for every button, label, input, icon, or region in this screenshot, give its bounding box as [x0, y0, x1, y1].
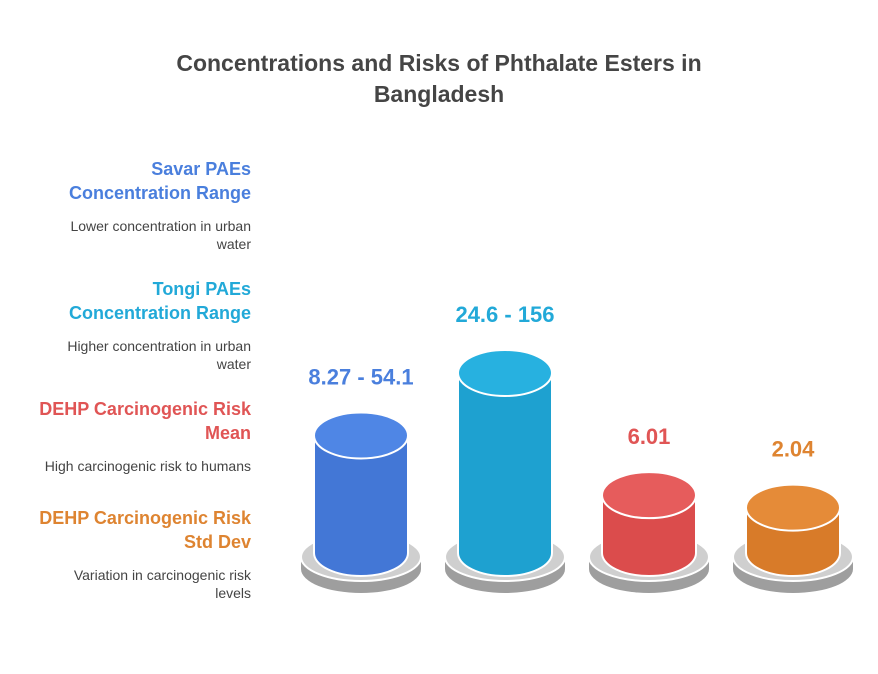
legend-heading-dehp-std-line-1: DEHP Carcinogenic Risk	[39, 508, 251, 528]
legend-item-savar: Savar PAEs Concentration Range Lower con…	[0, 157, 251, 253]
bar-1: 8.27 - 54.1	[300, 364, 422, 593]
bar-4: 2.04	[732, 437, 854, 593]
chart-title: Concentrations and Risks of Phthalate Es…	[0, 48, 878, 110]
bar-2-value-label: 24.6 - 156	[455, 302, 554, 327]
legend-heading-dehp-std: DEHP Carcinogenic Risk Std Dev	[0, 506, 251, 554]
bar-3-value-label: 6.01	[628, 424, 671, 449]
bar-2-top	[457, 349, 553, 397]
legend-heading-dehp-mean: DEHP Carcinogenic Risk Mean	[0, 397, 251, 445]
legend-desc-tongi: Higher concentration in urban water	[0, 337, 251, 373]
legend-desc-dehp-std-line-1: Variation in carcinogenic risk	[73, 567, 251, 583]
legend-desc-savar-line-2: water	[216, 236, 251, 252]
legend-heading-tongi-line-2: Concentration Range	[68, 303, 251, 323]
legend-heading-savar-line-1: Savar PAEs	[151, 159, 251, 179]
legend-desc-tongi-line-2: water	[216, 356, 251, 372]
legend-heading-tongi-line-1: Tongi PAEs	[152, 279, 251, 299]
legend-heading-dehp-std-line-2: Std Dev	[183, 532, 251, 552]
bar-1-value-label: 8.27 - 54.1	[308, 364, 413, 389]
legend-heading-dehp-mean-line-1: DEHP Carcinogenic Risk	[39, 399, 251, 419]
legend-heading-savar: Savar PAEs Concentration Range	[0, 157, 251, 205]
bar-1-top	[313, 411, 409, 460]
bar-4-value-label: 2.04	[772, 437, 816, 462]
legend-desc-dehp-std-line-2: levels	[215, 585, 251, 601]
legend-desc-dehp-mean-line-1: High carcinogenic risk to humans	[44, 458, 251, 474]
legend-desc-savar: Lower concentration in urban water	[0, 217, 251, 253]
legend-heading-savar-line-2: Concentration Range	[68, 183, 251, 203]
legend-item-dehp-mean: DEHP Carcinogenic Risk Mean High carcino…	[0, 397, 251, 475]
bar-2: 24.6 - 156	[444, 302, 566, 593]
chart-title-line-1: Concentrations and Risks of Phthalate Es…	[176, 50, 702, 76]
legend-heading-dehp-mean-line-2: Mean	[204, 423, 251, 443]
legend-item-tongi: Tongi PAEs Concentration Range Higher co…	[0, 277, 251, 373]
bar-4-top	[745, 483, 841, 532]
bar-2-body	[458, 373, 552, 553]
legend-desc-dehp-std: Variation in carcinogenic risk levels	[0, 566, 251, 602]
legend-desc-tongi-line-1: Higher concentration in urban	[67, 338, 251, 354]
legend-heading-tongi: Tongi PAEs Concentration Range	[0, 277, 251, 325]
chart-title-line-2: Bangladesh	[373, 81, 505, 107]
bar-3: 6.01	[588, 424, 710, 593]
legend-desc-savar-line-1: Lower concentration in urban	[70, 218, 251, 234]
legend-desc-dehp-mean: High carcinogenic risk to humans	[0, 457, 251, 475]
bar-3-top	[601, 471, 697, 520]
legend-item-dehp-std: DEHP Carcinogenic Risk Std Dev Variation…	[0, 506, 251, 602]
